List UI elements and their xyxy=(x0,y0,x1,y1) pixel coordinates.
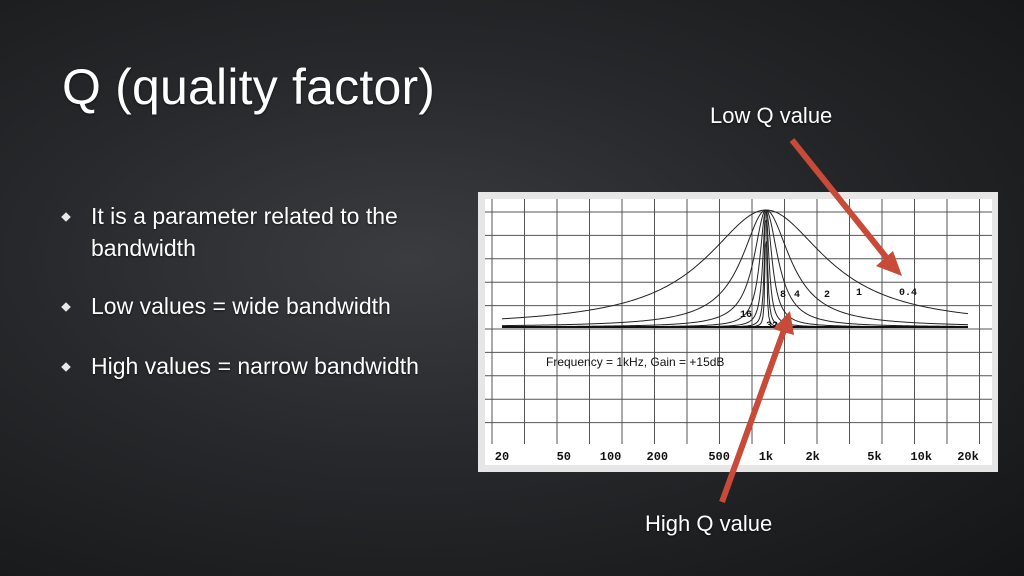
x-tick-label: 5k xyxy=(867,450,881,464)
high-q-callout: High Q value xyxy=(645,511,773,536)
x-tick-label: 20 xyxy=(495,450,509,464)
bullet-square-icon xyxy=(61,302,71,312)
q-label-16: 16 xyxy=(740,310,752,321)
bullet-text-line: bandwidth xyxy=(91,235,196,261)
bullet-square-icon xyxy=(61,362,71,372)
bullet-text-line: High values = narrow bandwidth xyxy=(91,353,419,379)
x-tick-label: 1k xyxy=(759,450,773,464)
q-label-2: 2 xyxy=(824,290,830,301)
chart-annotation: Frequency = 1kHz, Gain = +15dB xyxy=(546,355,724,369)
q-curve-1 xyxy=(501,209,969,327)
x-tick-label: 100 xyxy=(600,450,622,464)
chart-plot-area xyxy=(485,199,992,465)
low-q-callout: Low Q value xyxy=(710,103,833,128)
q-label-1: 1 xyxy=(856,288,862,299)
x-tick-label: 50 xyxy=(557,450,571,464)
slide-title: Q (quality factor) xyxy=(62,59,436,115)
q-label-32: 32 xyxy=(766,321,778,332)
x-tick-label: 10k xyxy=(910,450,932,464)
x-tick-label: 200 xyxy=(647,450,669,464)
q-label-4: 4 xyxy=(794,290,800,301)
bullet-text-line: Low values = wide bandwidth xyxy=(91,293,391,319)
bullet-item: High values = narrow bandwidth xyxy=(61,350,462,382)
q-curve-0.4 xyxy=(501,209,969,320)
q-label-0.4: 0.4 xyxy=(899,288,917,299)
bullet-item: Low values = wide bandwidth xyxy=(61,290,462,322)
x-tick-label: 20k xyxy=(957,450,979,464)
bullet-square-icon xyxy=(61,212,71,222)
eq-q-chart: 0.4 1 2 48 16 32 20 50 100 200 500 1k 2k 5k 10k 20k Fr… xyxy=(478,192,998,472)
bullet-text-line: It is a parameter related to the xyxy=(91,203,398,229)
x-tick-label: 500 xyxy=(708,450,730,464)
q-label-8: 8 xyxy=(780,290,786,301)
bullet-item: It is a parameter related to the bandwid… xyxy=(61,200,462,264)
x-tick-label: 2k xyxy=(805,450,819,464)
